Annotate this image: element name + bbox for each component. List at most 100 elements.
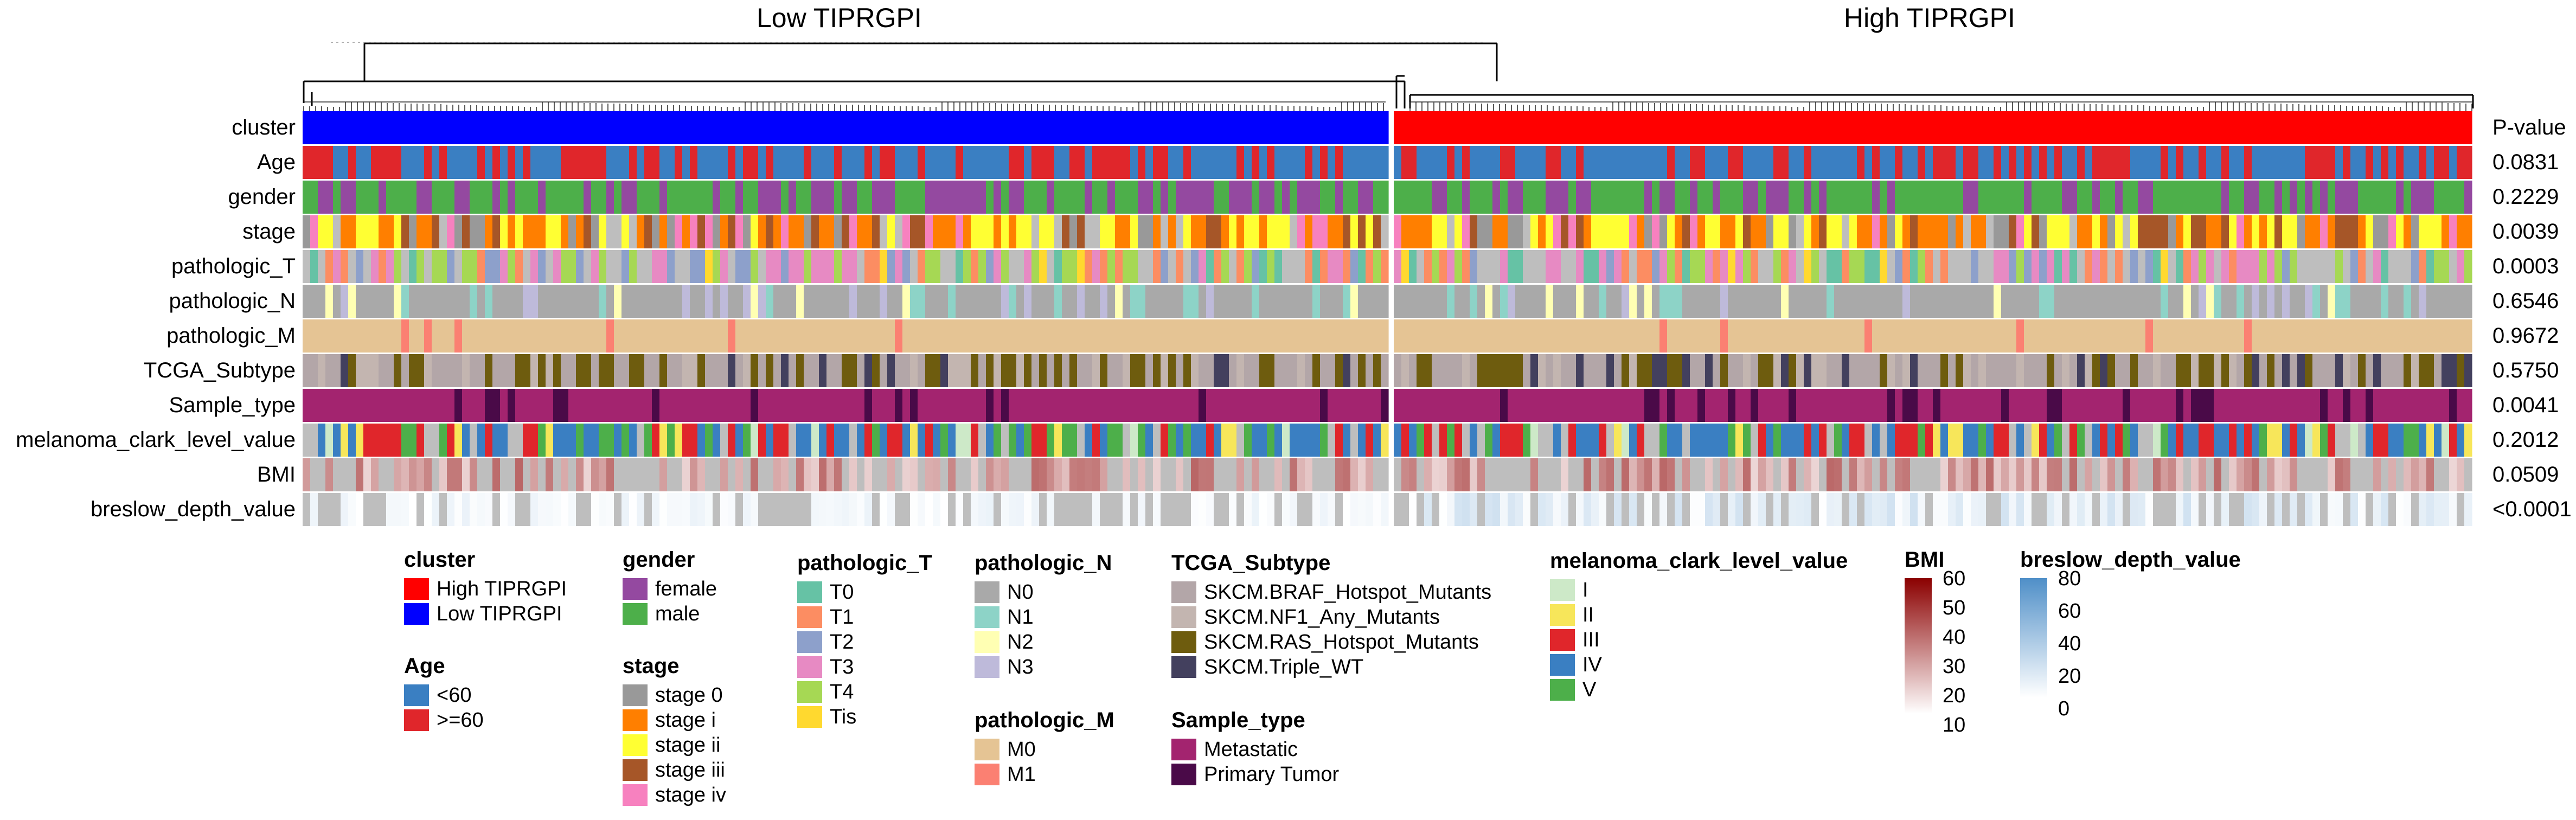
heatmap-cell <box>1031 215 1040 248</box>
heatmap-cell <box>614 250 622 283</box>
heatmap-cell <box>2267 181 2275 214</box>
heatmap-cell <box>781 493 789 526</box>
heatmap-cell <box>1328 181 1336 214</box>
heatmap-cell <box>1485 493 1493 526</box>
heatmap-cell <box>386 285 394 318</box>
heatmap-cell <box>2328 111 2336 144</box>
heatmap-cell <box>470 493 478 526</box>
heatmap-cell <box>1358 458 1366 491</box>
heatmap-cell <box>1773 285 1782 318</box>
heatmap-cell <box>363 250 371 283</box>
heatmap-cell <box>1864 389 1873 422</box>
heatmap-cell <box>1335 354 1343 387</box>
heatmap-cell <box>614 146 622 179</box>
heatmap-cell <box>1477 493 1485 526</box>
heatmap-cell <box>1085 250 1093 283</box>
heatmap-cell <box>819 424 827 457</box>
heatmap-cell <box>1290 285 1298 318</box>
heatmap-cell <box>758 146 766 179</box>
heatmap-cell <box>1492 215 1501 248</box>
heatmap-cell <box>2457 111 2465 144</box>
heatmap-cell <box>629 319 637 353</box>
heatmap-cell <box>1796 146 1804 179</box>
heatmap-cell <box>1328 424 1336 457</box>
heatmap-cell <box>379 285 387 318</box>
heatmap-cell <box>568 319 576 353</box>
heatmap-cell <box>2191 250 2199 283</box>
heatmap-cell <box>1069 181 1078 214</box>
heatmap-cell <box>735 424 744 457</box>
heatmap-cell <box>614 111 622 144</box>
heatmap-cell <box>1328 389 1336 422</box>
heatmap-cell <box>1409 111 1417 144</box>
legend-swatch <box>975 606 999 628</box>
heatmap-cell <box>2396 389 2404 422</box>
heatmap-cell <box>1948 424 1956 457</box>
heatmap-cell <box>394 215 402 248</box>
heatmap-cell <box>1895 458 1903 491</box>
heatmap-cell <box>789 389 797 422</box>
heatmap-cell <box>675 146 683 179</box>
heatmap-cell <box>826 389 835 422</box>
heatmap-cell <box>2229 215 2237 248</box>
heatmap-cell <box>371 285 379 318</box>
heatmap-cell <box>371 389 379 422</box>
heatmap-cell <box>1751 319 1759 353</box>
heatmap-cell <box>1963 319 1971 353</box>
heatmap-cell <box>333 146 341 179</box>
heatmap-cell <box>1297 389 1305 422</box>
heatmap-cell <box>781 215 789 248</box>
heatmap-cell <box>2115 458 2123 491</box>
heatmap-cell <box>1933 250 1941 283</box>
heatmap-cell <box>508 250 516 283</box>
heatmap-cell <box>2047 285 2055 318</box>
heatmap-cell <box>1561 424 1569 457</box>
heatmap-cell <box>1994 250 2002 283</box>
heatmap-cell <box>925 354 933 387</box>
heatmap-cell <box>1001 389 1009 422</box>
heatmap-cell <box>356 181 364 214</box>
heatmap-cell <box>1766 146 1774 179</box>
heatmap-cell <box>948 111 956 144</box>
heatmap-cell <box>933 215 941 248</box>
heatmap-cell <box>318 146 326 179</box>
heatmap-cell <box>2199 250 2207 283</box>
heatmap-cell <box>1508 285 1516 318</box>
heatmap-cell <box>454 319 463 353</box>
heatmap-cell <box>728 354 736 387</box>
heatmap-cell <box>454 354 463 387</box>
heatmap-cell <box>1085 285 1093 318</box>
heatmap-cell <box>416 319 425 353</box>
heatmap-cell <box>1804 181 1812 214</box>
heatmap-cell <box>1994 354 2002 387</box>
heatmap-cell <box>1811 111 1819 144</box>
heatmap-cell <box>1940 181 1949 214</box>
heatmap-cell <box>1546 389 1554 422</box>
heatmap-cell <box>1328 493 1336 526</box>
heatmap-cell <box>1107 319 1116 353</box>
heatmap-cell <box>363 493 371 526</box>
heatmap-cell <box>447 354 455 387</box>
heatmap-cell <box>2282 424 2290 457</box>
heatmap-cell <box>2373 458 2381 491</box>
heatmap-cell <box>1366 215 1374 248</box>
heatmap-cell <box>1811 354 1819 387</box>
colorbar-tick: 0 <box>2058 697 2070 720</box>
heatmap-cell <box>1743 181 1751 214</box>
heatmap-cell <box>1933 111 1941 144</box>
heatmap-cell <box>1842 181 1850 214</box>
heatmap-cell <box>2145 319 2154 353</box>
heatmap-cell <box>1401 250 1409 283</box>
heatmap-cell <box>2267 493 2275 526</box>
heatmap-cell <box>1031 389 1040 422</box>
heatmap-cell <box>1827 146 1835 179</box>
heatmap-cell <box>2358 250 2366 283</box>
heatmap-cell <box>1221 424 1229 457</box>
heatmap-cell <box>1462 389 1470 422</box>
heatmap-cell <box>948 215 956 248</box>
heatmap-cell <box>1373 215 1381 248</box>
heatmap-cell <box>530 181 539 214</box>
heatmap-cell <box>1138 285 1146 318</box>
heatmap-cell <box>971 250 979 283</box>
heatmap-cell <box>1394 250 1402 283</box>
